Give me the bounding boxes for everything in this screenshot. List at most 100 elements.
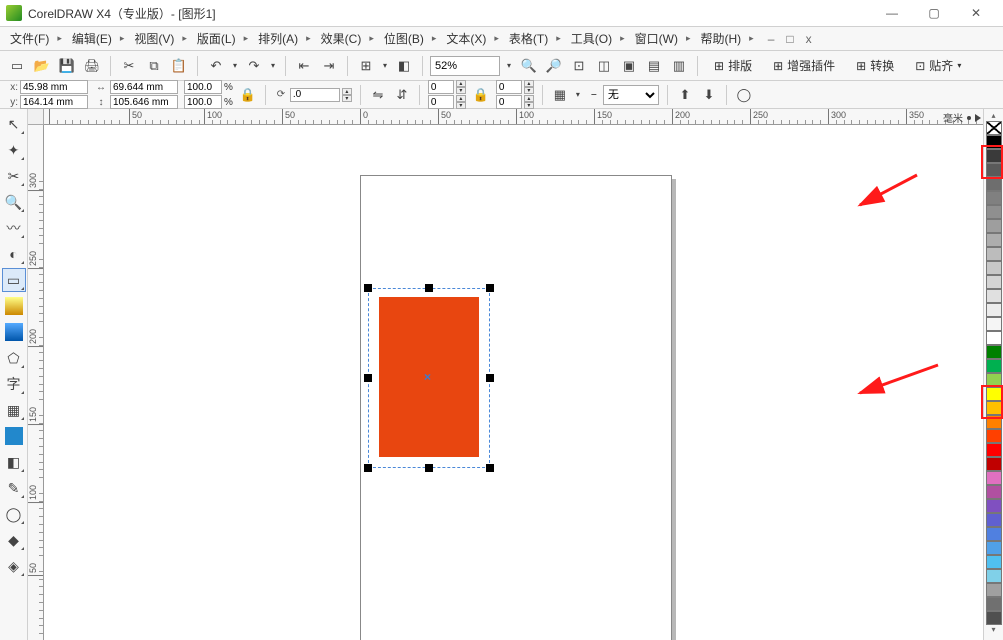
interactive-fill-tool[interactable]: ◈ — [2, 554, 26, 578]
shape-tool[interactable]: ✦ — [2, 138, 26, 162]
palette-swatch[interactable] — [986, 429, 1002, 443]
menu-item[interactable]: 效果(C) — [315, 28, 368, 49]
zoom-width-button[interactable]: ▤ — [643, 55, 665, 77]
corner-spinner[interactable]: ▴▾ — [456, 95, 466, 109]
mirror-h-button[interactable]: ⇋ — [367, 84, 389, 106]
horizontal-ruler[interactable]: 5010050050100150200250300350 — [44, 109, 983, 125]
close-button[interactable]: ✕ — [955, 0, 997, 27]
width-input[interactable] — [110, 80, 178, 94]
toolbox-swatch-2[interactable] — [2, 320, 26, 344]
ruler-corner[interactable] — [28, 109, 44, 125]
menu-item[interactable]: 窗口(W) — [629, 28, 684, 49]
palette-swatch[interactable] — [986, 149, 1002, 163]
palette-swatch[interactable] — [986, 191, 1002, 205]
palette-swatch[interactable] — [986, 527, 1002, 541]
corner-br-input[interactable] — [496, 95, 522, 109]
palette-up-arrow[interactable]: ▴ — [986, 111, 1002, 121]
palette-swatch[interactable] — [986, 401, 1002, 415]
corner-tr-input[interactable] — [496, 80, 522, 94]
zoom-out-button[interactable]: 🔎 — [543, 55, 565, 77]
enhance-plugin-button[interactable]: ⊞增强插件 — [764, 55, 844, 77]
undo-button[interactable]: ↶ — [205, 55, 227, 77]
palette-swatch[interactable] — [986, 261, 1002, 275]
menu-item[interactable]: 工具(O) — [565, 28, 618, 49]
text-tool[interactable]: 字 — [2, 372, 26, 396]
palette-swatch[interactable] — [986, 219, 1002, 233]
palette-swatch[interactable] — [986, 457, 1002, 471]
doc-window-button[interactable]: – — [768, 32, 775, 46]
eyedropper-tool[interactable]: ✎ — [2, 476, 26, 500]
menu-item[interactable]: 版面(L) — [191, 28, 242, 49]
snap-button[interactable]: ⊡贴齐▾ — [906, 55, 970, 77]
scale-x-input[interactable] — [184, 80, 222, 94]
selection-handle[interactable] — [364, 284, 372, 292]
palette-swatch[interactable] — [986, 205, 1002, 219]
palette-swatch[interactable] — [986, 289, 1002, 303]
maximize-button[interactable]: ▢ — [913, 0, 955, 27]
selection-handle[interactable] — [364, 464, 372, 472]
zoom-dropdown[interactable]: ▾ — [503, 55, 515, 77]
open-button[interactable]: 📂 — [31, 55, 53, 77]
table-tool[interactable]: ▦ — [2, 398, 26, 422]
menu-item[interactable]: 视图(V) — [128, 28, 180, 49]
corner-spinner[interactable]: ▴▾ — [456, 80, 466, 94]
app-launcher-button[interactable]: ⊞ — [355, 55, 377, 77]
doc-window-button[interactable]: x — [806, 32, 812, 46]
save-button[interactable]: 💾 — [56, 55, 78, 77]
palette-swatch[interactable] — [986, 359, 1002, 373]
minimize-button[interactable]: — — [871, 0, 913, 27]
palette-swatch[interactable] — [986, 597, 1002, 611]
palette-swatch[interactable] — [986, 513, 1002, 527]
crop-tool[interactable]: ✂ — [2, 164, 26, 188]
palette-swatch[interactable] — [986, 373, 1002, 387]
corner-spinner[interactable]: ▴▾ — [524, 95, 534, 109]
palette-swatch[interactable] — [986, 345, 1002, 359]
rotate-input[interactable] — [290, 88, 340, 102]
palette-swatch[interactable] — [986, 163, 1002, 177]
palette-swatch[interactable] — [986, 275, 1002, 289]
palette-swatch[interactable] — [986, 499, 1002, 513]
freehand-tool[interactable]: 〰 — [2, 216, 26, 240]
fill-tool[interactable]: ◆ — [2, 528, 26, 552]
corner-bl-input[interactable] — [428, 95, 454, 109]
redo-button[interactable]: ↷ — [243, 55, 265, 77]
zoom-in-button[interactable]: 🔍 — [518, 55, 540, 77]
lock-ratio-button[interactable]: 🔒 — [237, 84, 259, 106]
text-wrap-button[interactable]: ▦ — [549, 84, 571, 106]
corner-lock-button[interactable]: 🔒 — [470, 84, 492, 106]
menu-item[interactable]: 排列(A) — [252, 28, 304, 49]
convert-button[interactable]: ⊞转换 — [847, 55, 903, 77]
selection-handle[interactable] — [364, 374, 372, 382]
cut-button[interactable]: ✂ — [118, 55, 140, 77]
y-input[interactable] — [20, 95, 88, 109]
interactive-tool[interactable]: ◧ — [2, 450, 26, 474]
palette-swatch[interactable] — [986, 317, 1002, 331]
palette-swatch[interactable] — [986, 387, 1002, 401]
line-width-select[interactable]: 无 — [603, 85, 659, 105]
selection-handle[interactable] — [486, 284, 494, 292]
polygon-tool[interactable]: ⬠ — [2, 346, 26, 370]
toolbox-swatch-1[interactable] — [2, 294, 26, 318]
zoom-1to1-button[interactable]: ◫ — [593, 55, 615, 77]
menu-item[interactable]: 位图(B) — [378, 28, 430, 49]
palette-swatch[interactable] — [986, 177, 1002, 191]
zoom-fit-button[interactable]: ⊡ — [568, 55, 590, 77]
rotate-spinner[interactable]: ▴▾ — [342, 88, 352, 102]
app-launcher-dropdown[interactable]: ▾ — [380, 55, 390, 77]
print-button[interactable]: 🖨 — [81, 55, 103, 77]
menu-item[interactable]: 编辑(E) — [66, 28, 118, 49]
zoom-height-button[interactable]: ▥ — [668, 55, 690, 77]
scale-y-input[interactable] — [184, 95, 222, 109]
copy-button[interactable]: ⧉ — [143, 55, 165, 77]
doc-window-button[interactable]: □ — [786, 32, 793, 46]
paste-button[interactable]: 📋 — [168, 55, 190, 77]
menu-item[interactable]: 表格(T) — [503, 28, 554, 49]
viewport[interactable]: × — [44, 125, 983, 640]
export-button[interactable]: ⇥ — [318, 55, 340, 77]
corner-tl-input[interactable] — [428, 80, 454, 94]
palette-swatch[interactable] — [986, 233, 1002, 247]
height-input[interactable] — [110, 95, 178, 109]
mirror-v-button[interactable]: ⇵ — [391, 84, 413, 106]
import-button[interactable]: ⇤ — [293, 55, 315, 77]
menu-item[interactable]: 文件(F) — [4, 28, 55, 49]
